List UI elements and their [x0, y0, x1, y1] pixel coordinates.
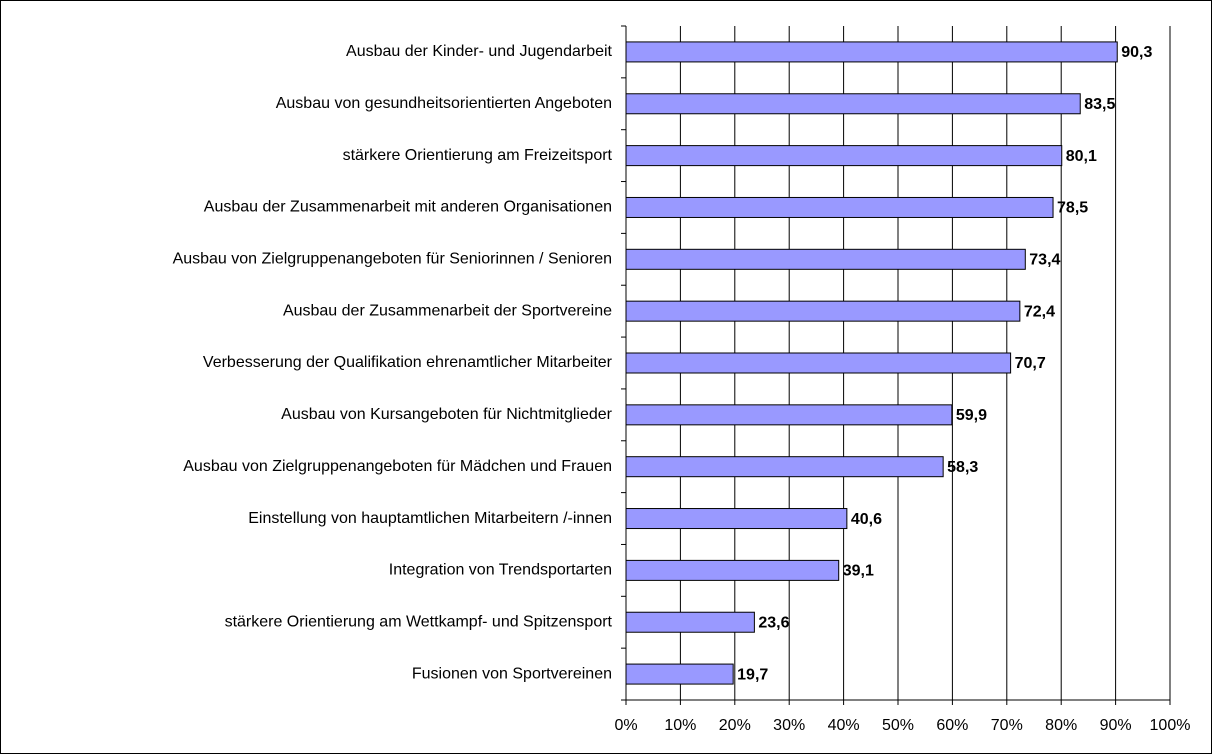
bar	[625, 456, 944, 478]
value-label: 23,6	[758, 614, 789, 631]
y-tick-label: Integration von Trendsportarten	[389, 562, 612, 579]
bar	[625, 611, 755, 633]
bar	[625, 300, 1021, 322]
value-label: 70,7	[1015, 355, 1046, 372]
bar	[625, 663, 734, 685]
value-label: 83,5	[1084, 96, 1115, 113]
bar	[625, 41, 1118, 63]
y-tick-label: Verbesserung der Qualifikation ehrenamtl…	[203, 354, 613, 371]
value-label: 78,5	[1057, 200, 1088, 217]
y-tick-label: Ausbau der Kinder- und Jugendarbeit	[346, 43, 613, 60]
value-label: 72,4	[1024, 303, 1055, 320]
bar	[625, 508, 848, 530]
value-label: 40,6	[851, 511, 882, 528]
value-label: 59,9	[956, 407, 987, 424]
value-label: 19,7	[737, 666, 768, 683]
x-tick-label: 70%	[991, 717, 1023, 734]
x-tick-label: 40%	[828, 717, 860, 734]
bar	[625, 559, 840, 581]
y-tick-label: Ausbau von Zielgruppenangeboten für Mädc…	[183, 458, 612, 475]
value-label: 73,4	[1029, 252, 1060, 269]
value-label: 80,1	[1066, 148, 1097, 165]
bar	[625, 352, 1012, 374]
x-tick-label: 0%	[614, 717, 637, 734]
x-tick-label: 100%	[1150, 717, 1191, 734]
y-tick-label: Einstellung von hauptamtlichen Mitarbeit…	[248, 510, 612, 527]
value-label: 90,3	[1121, 44, 1152, 61]
y-tick-label: Ausbau der Zusammenarbeit der Sportverei…	[283, 302, 612, 319]
y-tick-label: stärkere Orientierung am Wettkampf- und …	[225, 613, 613, 630]
y-tick-label: Ausbau von Zielgruppenangeboten für Seni…	[173, 251, 612, 268]
bar	[625, 196, 1054, 218]
y-tick-label: Ausbau der Zusammenarbeit mit anderen Or…	[204, 199, 612, 216]
value-label: 58,3	[947, 459, 978, 476]
y-tick-label: Fusionen von Sportvereinen	[412, 665, 612, 682]
x-tick-label: 50%	[882, 717, 914, 734]
x-tick-label: 80%	[1045, 717, 1077, 734]
bar	[625, 404, 953, 426]
y-tick-label: Ausbau von gesundheitsorientierten Angeb…	[276, 95, 612, 112]
bar	[625, 93, 1081, 115]
y-tick-label: Ausbau von Kursangeboten für Nichtmitgli…	[281, 406, 613, 423]
bar	[625, 248, 1026, 270]
x-tick-label: 20%	[719, 717, 751, 734]
value-label: 39,1	[843, 563, 874, 580]
x-tick-label: 10%	[664, 717, 696, 734]
x-tick-label: 90%	[1100, 717, 1132, 734]
bar	[625, 145, 1063, 167]
x-tick-label: 30%	[773, 717, 805, 734]
x-tick-label: 60%	[936, 717, 968, 734]
y-tick-label: stärkere Orientierung am Freizeitsport	[343, 147, 613, 164]
